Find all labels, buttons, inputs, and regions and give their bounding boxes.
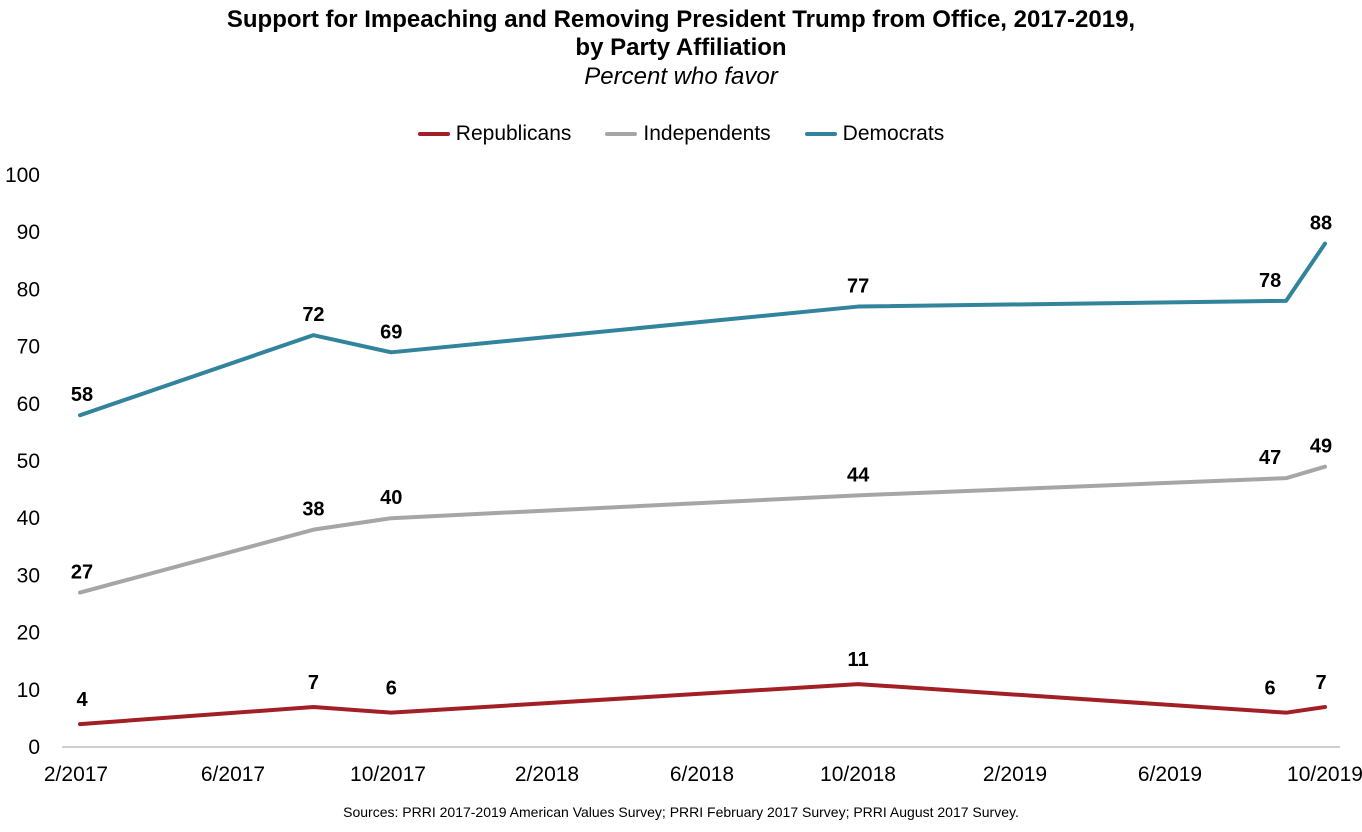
y-tick-label-30: 30 [17,564,40,587]
legend-swatch-independents [605,132,638,136]
data-label-independents-0: 27 [71,562,93,584]
y-tick-label-100: 100 [5,164,40,187]
data-label-democrats-1: 72 [302,304,324,326]
x-tick-label-0: 2/2017 [44,763,108,786]
x-tick-label-5: 10/2018 [820,763,896,786]
legend-item-independents: Independents [605,122,771,146]
data-label-democrats-2: 69 [380,321,402,343]
series-line-democrats [78,241,1327,418]
legend-item-democrats: Democrats [804,122,945,146]
x-tick-label-1: 6/2017 [201,763,265,786]
chart-subtitle: Percent who favor [584,63,778,90]
y-tick-label-80: 80 [17,278,40,301]
data-label-democrats-5: 88 [1310,213,1332,235]
y-tick-label-70: 70 [17,336,40,359]
x-tick-label-6: 2/2019 [983,763,1047,786]
data-label-republicans-3: 11 [848,649,869,671]
data-label-independents-1: 38 [302,499,324,521]
data-label-republicans-0: 4 [76,689,88,711]
x-tick-label-4: 6/2018 [670,763,734,786]
data-label-republicans-4: 6 [1265,678,1276,700]
x-tick-label-8: 10/2019 [1287,763,1362,786]
chart-title-block: Support for Impeaching and Removing Pres… [0,6,1362,92]
y-tick-label-10: 10 [17,679,40,702]
data-label-republicans-2: 6 [386,678,397,700]
series-line-independents [78,464,1327,595]
data-label-independents-5: 49 [1310,436,1332,458]
source-note: Sources: PRRI 2017-2019 American Values … [343,804,1019,820]
data-label-independents-4: 47 [1259,447,1281,469]
legend-label-democrats: Democrats [842,122,945,145]
legend: Republicans Independents Democrats [0,122,1362,146]
y-tick-label-20: 20 [17,622,40,645]
y-tick-label-50: 50 [17,450,40,473]
legend-swatch-republicans [417,132,450,136]
y-tick-label-90: 90 [17,221,40,244]
data-label-democrats-0: 58 [71,384,93,406]
legend-swatch-democrats [804,132,837,136]
data-label-republicans-1: 7 [308,672,319,694]
data-label-independents-3: 44 [847,464,870,486]
y-tick-label-60: 60 [17,393,40,416]
x-tick-label-2: 10/2017 [350,763,426,786]
data-label-republicans-5: 7 [1315,672,1326,694]
data-label-democrats-3: 77 [847,276,869,298]
data-label-independents-2: 40 [380,487,402,509]
x-tick-label-3: 2/2018 [515,763,579,786]
x-tick-label-7: 6/2019 [1138,763,1202,786]
legend-label-independents: Independents [643,122,771,145]
y-tick-label-40: 40 [17,507,40,530]
y-tick-label-0: 0 [28,736,40,759]
chart-title-line2: by Party Affiliation [575,34,787,61]
legend-label-republicans: Republicans [455,122,572,145]
data-label-democrats-4: 78 [1259,270,1281,292]
series-line-republicans [78,682,1327,727]
legend-item-republicans: Republicans [417,122,572,146]
chart-title: Support for Impeaching and Removing Pres… [226,6,1136,33]
